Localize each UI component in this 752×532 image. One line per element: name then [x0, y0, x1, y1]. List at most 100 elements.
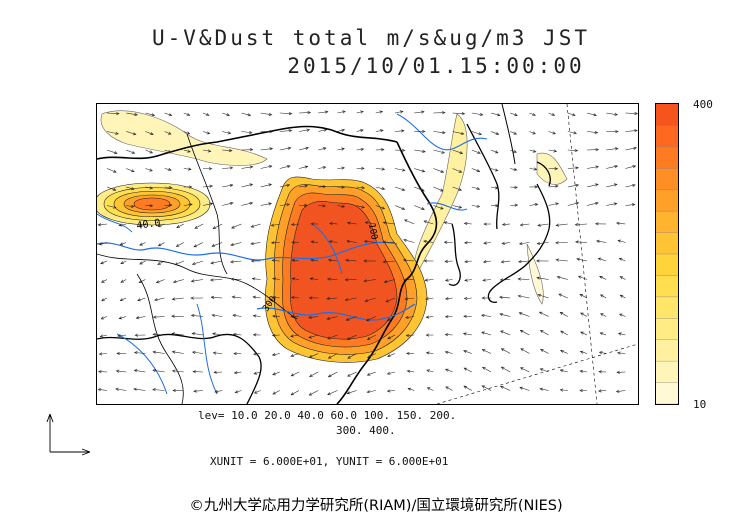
wind-vector — [298, 111, 312, 115]
wind-vector — [501, 222, 511, 227]
colorbar-band — [656, 361, 678, 384]
wind-vector — [625, 146, 637, 151]
wind-vector — [383, 279, 396, 284]
wind-vector — [202, 112, 210, 116]
colorbar-band — [656, 189, 678, 212]
wind-vector — [326, 316, 338, 320]
wind-vector — [222, 112, 230, 117]
wind-vector — [577, 275, 588, 280]
wind-vector — [445, 386, 453, 391]
wind-vector — [365, 316, 376, 322]
wind-vector — [481, 331, 492, 336]
wind-vector — [433, 149, 446, 154]
wind-vector — [174, 260, 184, 266]
wind-vector — [599, 294, 607, 299]
wind-vector — [356, 129, 364, 133]
wind-vector — [97, 388, 108, 392]
wind-vector — [233, 351, 242, 356]
wind-vector — [139, 242, 146, 246]
wind-vector — [394, 168, 406, 172]
wind-vector — [500, 366, 511, 373]
wind-vector — [172, 388, 184, 393]
wind-vector — [308, 390, 319, 396]
wind-vector — [463, 222, 472, 226]
wind-vector — [406, 369, 415, 373]
wind-vector — [171, 332, 184, 336]
wind-vector — [291, 295, 300, 300]
wind-vector — [222, 148, 233, 153]
wind-vector — [183, 203, 193, 207]
wind-vector — [406, 351, 415, 355]
wind-vector — [464, 278, 472, 282]
wind-vector — [279, 203, 290, 207]
wind-vector — [586, 201, 599, 206]
colorbar-band — [656, 318, 678, 341]
wind-vector — [222, 131, 232, 135]
wind-vector — [510, 203, 519, 207]
wind-vector — [272, 371, 280, 376]
wind-vector — [501, 241, 511, 245]
wind-vector — [291, 240, 300, 244]
wind-vector — [241, 130, 253, 135]
wind-vector — [625, 129, 638, 133]
wind-vector — [318, 147, 327, 151]
wind-vector — [99, 334, 108, 338]
wind-vector — [517, 294, 530, 299]
wind-vector — [152, 350, 165, 354]
wind-vector — [164, 185, 173, 189]
wind-vector — [482, 260, 492, 264]
wind-vector — [337, 185, 346, 189]
wind-vector — [119, 297, 127, 302]
wind-vector — [183, 167, 192, 171]
wind-vector — [210, 260, 223, 265]
wind-vector — [606, 129, 619, 134]
wind-vector — [175, 242, 184, 247]
wind-vector — [327, 390, 338, 396]
wind-vector — [250, 259, 261, 263]
wind-vector — [298, 165, 309, 169]
wind-vector — [106, 149, 118, 155]
colorbar-band — [656, 339, 678, 362]
wind-vector — [414, 110, 425, 114]
wind-vector — [298, 184, 309, 188]
wind-vector — [231, 295, 242, 299]
wind-vector — [290, 353, 300, 357]
wind-vector — [375, 110, 384, 114]
wind-vector — [594, 222, 607, 226]
wind-vector — [222, 183, 234, 188]
wind-vector — [356, 147, 365, 151]
wind-vector — [190, 296, 204, 300]
wind-vector — [363, 279, 376, 283]
wind-vector — [214, 389, 223, 394]
wind-vector — [164, 167, 172, 171]
wind-vector — [519, 329, 530, 336]
wind-vector — [145, 131, 154, 136]
wind-vector — [444, 278, 453, 282]
wind-vector — [606, 112, 618, 116]
wind-vector — [599, 276, 607, 280]
wind-vector — [462, 332, 472, 336]
wind-vector — [260, 165, 273, 169]
wind-vector — [482, 278, 492, 282]
wind-vector — [386, 389, 396, 393]
wind-vector — [97, 223, 108, 227]
wind-vector — [145, 149, 154, 154]
wind-vector — [386, 316, 396, 321]
colorbar-band — [656, 382, 678, 405]
wind-vector — [337, 204, 346, 208]
wind-vector — [230, 260, 242, 264]
wind-vector — [155, 279, 165, 284]
wind-vector — [471, 186, 481, 191]
wind-vector — [326, 297, 338, 301]
wind-vector — [222, 166, 234, 170]
wind-vector — [567, 183, 580, 188]
wind-vector — [183, 112, 191, 116]
wind-vector — [310, 240, 319, 244]
wind-vector — [426, 369, 434, 373]
colorbar-band — [656, 125, 678, 148]
wind-vector — [576, 257, 588, 262]
wind-vector — [567, 148, 579, 153]
wind-vector — [425, 297, 434, 301]
wind-vector — [606, 202, 618, 206]
wind-vector — [463, 385, 472, 391]
